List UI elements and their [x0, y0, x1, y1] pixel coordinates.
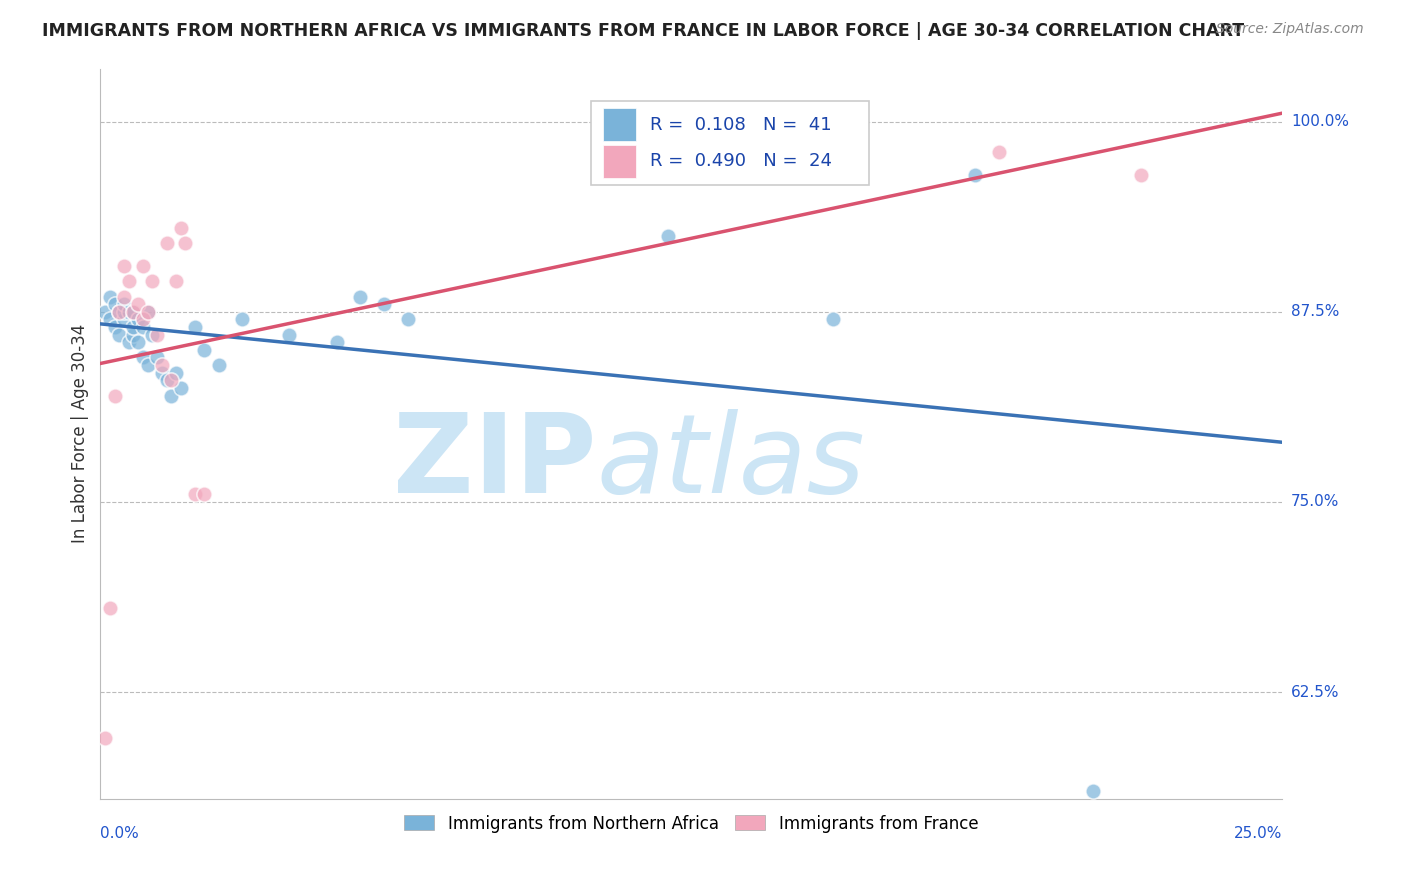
Text: 62.5%: 62.5%: [1291, 684, 1340, 699]
Point: [122, 320, 145, 334]
Point: [132, 320, 155, 334]
Point: [1083, 784, 1105, 798]
Text: Source: ZipAtlas.com: Source: ZipAtlas.com: [1216, 22, 1364, 37]
Point: [94, 305, 117, 319]
Point: [127, 335, 149, 350]
Point: [141, 275, 163, 289]
Point: [122, 305, 145, 319]
Point: [118, 275, 141, 289]
Point: [170, 221, 193, 235]
Point: [160, 373, 183, 387]
Point: [160, 388, 183, 402]
Point: [965, 168, 987, 182]
Point: [155, 373, 177, 387]
Point: [122, 327, 145, 342]
Point: [823, 312, 845, 326]
Point: [127, 312, 149, 326]
Point: [112, 305, 135, 319]
Point: [103, 320, 125, 334]
Point: [103, 297, 125, 311]
Text: R =  0.490   N =  24: R = 0.490 N = 24: [650, 153, 832, 170]
Point: [132, 259, 155, 273]
Point: [278, 327, 301, 342]
Point: [150, 366, 173, 380]
Text: 25.0%: 25.0%: [1234, 826, 1282, 841]
Text: atlas: atlas: [598, 409, 866, 516]
Point: [193, 343, 215, 357]
Point: [146, 351, 169, 365]
Point: [108, 327, 131, 342]
Point: [112, 290, 135, 304]
Text: 75.0%: 75.0%: [1291, 494, 1339, 509]
FancyBboxPatch shape: [591, 102, 869, 186]
Point: [103, 388, 125, 402]
Point: [136, 305, 159, 319]
Point: [108, 305, 131, 319]
Legend: Immigrants from Northern Africa, Immigrants from France: Immigrants from Northern Africa, Immigra…: [399, 810, 983, 838]
Y-axis label: In Labor Force | Age 30-34: In Labor Force | Age 30-34: [72, 324, 89, 543]
Point: [987, 145, 1010, 160]
Point: [98, 312, 121, 326]
Point: [155, 236, 177, 251]
FancyBboxPatch shape: [603, 108, 636, 141]
Point: [132, 351, 155, 365]
Point: [127, 297, 149, 311]
Text: 87.5%: 87.5%: [1291, 304, 1339, 319]
Point: [98, 601, 121, 615]
Point: [231, 312, 253, 326]
Point: [396, 312, 419, 326]
Point: [150, 358, 173, 372]
Point: [94, 731, 117, 745]
Point: [141, 327, 163, 342]
Point: [326, 335, 349, 350]
Text: 0.0%: 0.0%: [100, 826, 139, 841]
Point: [165, 366, 187, 380]
Text: 100.0%: 100.0%: [1291, 114, 1348, 129]
Point: [184, 487, 207, 501]
Point: [98, 290, 121, 304]
Point: [184, 320, 207, 334]
Point: [112, 297, 135, 311]
Point: [136, 305, 159, 319]
Point: [170, 381, 193, 395]
Point: [112, 312, 135, 326]
Point: [207, 358, 229, 372]
Point: [108, 305, 131, 319]
Point: [193, 487, 215, 501]
Point: [657, 228, 679, 243]
Point: [118, 305, 141, 319]
Point: [146, 327, 169, 342]
Text: ZIP: ZIP: [394, 409, 598, 516]
FancyBboxPatch shape: [603, 145, 636, 178]
Point: [122, 305, 145, 319]
Point: [165, 275, 187, 289]
Point: [174, 236, 197, 251]
Text: R =  0.108   N =  41: R = 0.108 N = 41: [650, 116, 832, 134]
Point: [373, 297, 395, 311]
Point: [118, 335, 141, 350]
Point: [132, 312, 155, 326]
Point: [1129, 168, 1152, 182]
Point: [112, 259, 135, 273]
Point: [136, 358, 159, 372]
Point: [349, 290, 371, 304]
Text: IMMIGRANTS FROM NORTHERN AFRICA VS IMMIGRANTS FROM FRANCE IN LABOR FORCE | AGE 3: IMMIGRANTS FROM NORTHERN AFRICA VS IMMIG…: [42, 22, 1244, 40]
